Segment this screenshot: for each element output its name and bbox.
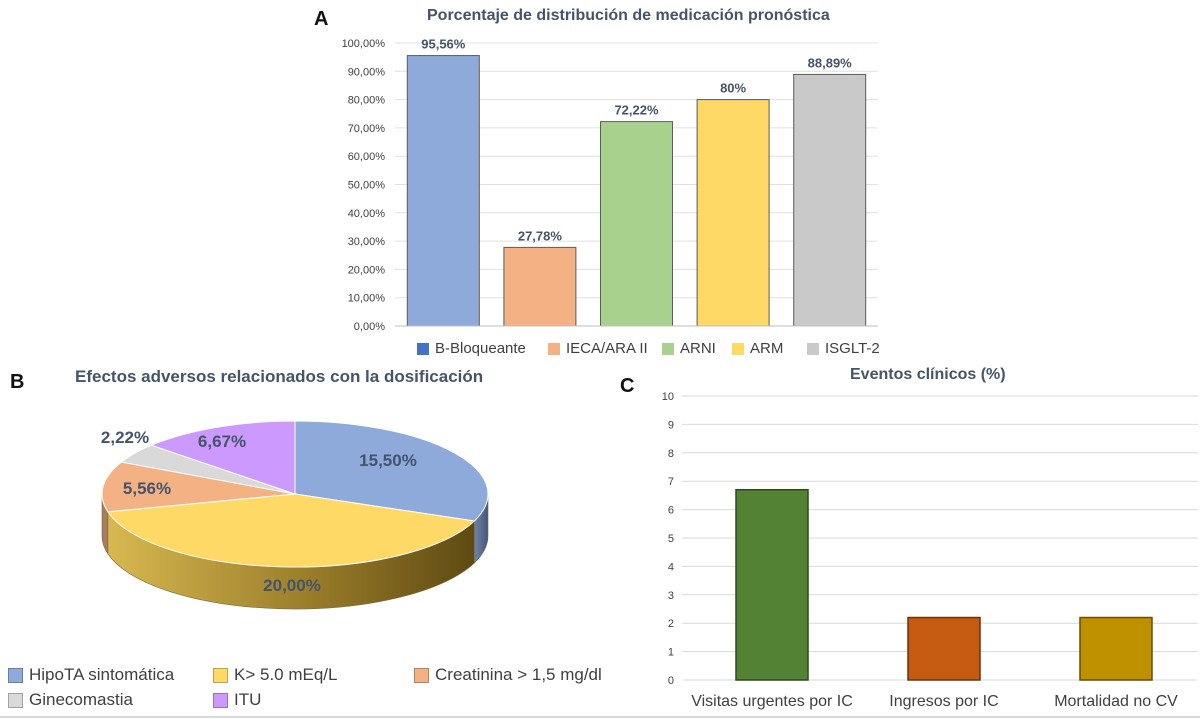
legend-label-a: ISGLT-2 <box>825 340 880 357</box>
chart-title-b: Efectos adversos relacionados con la dos… <box>75 367 484 386</box>
legend-swatch-a <box>662 342 674 355</box>
legend-label-b: Creatinina > 1,5 mg/dl <box>435 665 602 684</box>
y-tick-label-c: 6 <box>668 505 674 517</box>
bar-B-Bloqueante <box>406 55 480 327</box>
legend-swatch-a <box>548 342 560 355</box>
legend-label-b: Ginecomastia <box>29 690 133 709</box>
legend-swatch-b <box>213 667 228 683</box>
panel-label-c: C <box>620 375 635 397</box>
x-tick-label-c: Mortalidad no CV <box>1054 693 1178 710</box>
legend-item-a: IECA/ARA II <box>548 340 648 357</box>
legend-b: HipoTA sintomática K> 5.0 mEq/L Creatinina… <box>0 362 620 719</box>
y-tick-label-a: 40,00% <box>348 208 386 220</box>
data-label-a: 72,22% <box>614 103 659 118</box>
pie-slice-Creatinina > 1,5 mg/dl <box>101 461 296 513</box>
y-tick-label-a: 30,00% <box>348 236 386 248</box>
legend-label-a: B-Bloqueante <box>435 340 526 357</box>
bar-ISGLT-2 <box>793 73 867 327</box>
y-tick-label-c: 0 <box>668 675 674 687</box>
x-tick-label-c: Visitas urgentes por IC <box>691 693 853 710</box>
data-label-b: 15,50% <box>359 451 417 470</box>
chart-panel-a: A Porcentaje de distribución de medicaci… <box>300 0 890 365</box>
legend-swatch-a <box>807 342 819 355</box>
y-tick-label-c: 4 <box>668 561 674 573</box>
y-tick-label-a: 80,00% <box>348 95 386 107</box>
y-tick-label-c: 1 <box>668 647 674 659</box>
legend-label-a: ARM <box>750 340 784 357</box>
y-tick-label-a: 10,00% <box>348 293 386 305</box>
y-tick-label-c: 7 <box>668 476 674 488</box>
chart-panel-c: C Eventos clínicos (%) 0 1 2 3 4 5 6 7 8 9 10 Visit… <box>620 362 1200 719</box>
y-tick-label-c: 10 <box>662 391 674 403</box>
legend-label-a: IECA/ARA II <box>566 340 648 357</box>
bar-Ingresos por IC <box>907 616 981 681</box>
chart-title-c: Eventos clínicos (%) <box>850 366 1006 383</box>
y-tick-label-a: 20,00% <box>348 264 386 276</box>
y-tick-label-a: 100,00% <box>342 38 386 50</box>
bar-IECA/ARA II <box>503 246 577 327</box>
bar-Visitas urgentes por IC <box>735 488 809 681</box>
legend-item-b: Ginecomastia <box>8 690 133 710</box>
legend-item-b: Creatinina > 1,5 mg/dl <box>414 665 602 685</box>
legend-swatch-a <box>732 342 744 355</box>
y-tick-label-c: 9 <box>668 419 674 431</box>
y-tick-label-a: 90,00% <box>348 66 386 78</box>
x-tick-label-c: Ingresos por IC <box>889 693 998 710</box>
y-tick-label-c: 5 <box>668 533 674 545</box>
y-tick-label-a: 60,00% <box>348 151 386 163</box>
bar-ARNI <box>600 121 673 327</box>
data-label-a: 95,56% <box>421 37 466 52</box>
pie-chart-b: 15,50% 20,00% 5,56% 2,22% 6,67% <box>101 420 489 610</box>
bar-ARM <box>696 99 770 327</box>
legend-item-a: ARNI <box>662 340 716 357</box>
data-label-b: 5,56% <box>123 479 171 498</box>
legend-item-b: HipoTA sintomática <box>8 665 174 685</box>
bar-chart-c: 0 1 2 3 4 5 6 7 8 9 10 Visitas urgentes por IC Ingre… <box>662 391 1198 710</box>
bar-Mortalidad no CV <box>1079 616 1153 681</box>
pie-slice-HipoTA sintomática <box>294 420 489 522</box>
legend-label-b: HipoTA sintomática <box>29 665 175 684</box>
legend-label-b: ITU <box>234 690 262 709</box>
pie-slice-K> 5.0 mEq/L <box>106 493 476 568</box>
bar-chart-a: 0,00% 10,00% 20,00% 30,00% 40,00% 50,00% 60,00… <box>342 37 878 333</box>
legend-item-a: ISGLT-2 <box>807 340 880 357</box>
legend-swatch-b <box>8 667 23 683</box>
data-label-b: 20,00% <box>263 576 321 595</box>
legend-swatch-b <box>213 692 228 708</box>
legend-label-a: ARNI <box>680 340 716 357</box>
data-label-a: 80% <box>720 81 746 96</box>
legend-item-b: K> 5.0 mEq/L <box>213 665 337 685</box>
legend-a: B-Bloqueante IECA/ARA II ARNI ARM ISGLT-2 <box>300 0 890 365</box>
y-tick-label-a: 50,00% <box>348 180 386 192</box>
panel-label-b: B <box>10 371 25 393</box>
legend-swatch-b <box>414 667 429 683</box>
panel-label-a: A <box>314 8 329 30</box>
y-tick-label-c: 3 <box>668 590 674 602</box>
legend-swatch-b <box>8 692 23 708</box>
data-label-a: 27,78% <box>518 228 563 243</box>
legend-swatch-a <box>417 342 429 355</box>
legend-item-b: ITU <box>213 690 261 710</box>
data-label-b: 6,67% <box>198 432 246 451</box>
y-tick-label-a: 0,00% <box>354 321 385 333</box>
page-divider <box>0 716 1200 718</box>
data-label-a: 88,89% <box>808 55 853 70</box>
chart-panel-b: B Efectos adversos relacionados con la d… <box>0 362 620 719</box>
legend-item-a: B-Bloqueante <box>417 340 526 357</box>
y-tick-label-a: 70,00% <box>348 123 386 135</box>
chart-title-a: Porcentaje de distribución de medicación… <box>427 7 830 24</box>
y-tick-label-c: 8 <box>668 448 674 460</box>
legend-item-a: ARM <box>732 340 783 357</box>
data-label-b: 2,22% <box>101 428 149 447</box>
legend-label-b: K> 5.0 mEq/L <box>234 665 338 684</box>
y-tick-label-c: 2 <box>668 618 674 630</box>
pie-slice-ITU <box>150 420 296 495</box>
